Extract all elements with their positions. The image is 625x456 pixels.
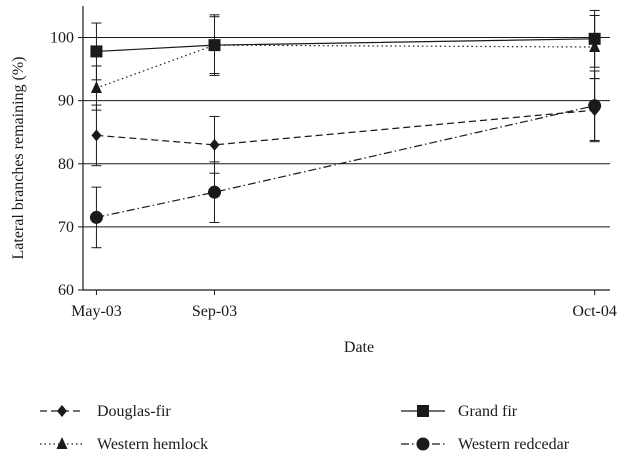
legend: Douglas-fir Grand fir Western hemlock Weste… — [40, 403, 570, 453]
y-axis-title: Lateral branches remaining (%) — [10, 56, 27, 259]
series-line — [96, 38, 595, 53]
series-line — [96, 109, 595, 146]
data-point-circle — [89, 210, 103, 224]
series-layer — [89, 9, 602, 249]
legend-item: Douglas-fir — [40, 403, 171, 420]
data-point-triangle — [589, 40, 601, 53]
legend-swatch-marker — [417, 405, 429, 417]
axis-layer: 60 70 80 90 100 May-03 Sep-03 Oct-04 — [50, 6, 617, 320]
data-point-triangle — [90, 81, 102, 94]
legend-label: Western hemlock — [97, 436, 208, 453]
legend-label: Douglas-fir — [97, 403, 171, 420]
y-tick-label: 60 — [58, 282, 74, 299]
series-western-hemlock — [90, 14, 601, 111]
series-line — [96, 105, 595, 219]
y-tick-label: 70 — [58, 219, 74, 236]
series-line — [96, 44, 595, 89]
data-point-circle — [588, 99, 602, 113]
y-tick-label: 90 — [58, 93, 74, 110]
legend-item: Grand fir — [401, 403, 518, 420]
legend-swatch-marker — [57, 405, 67, 417]
y-tick-label: 100 — [50, 30, 74, 47]
series-douglas-fir — [91, 78, 600, 174]
x-tick-label: Oct-04 — [572, 303, 616, 320]
series-grand-fir — [90, 9, 601, 81]
grid-layer — [83, 37, 610, 228]
x-axis-title: Date — [344, 339, 374, 356]
legend-swatch-marker — [416, 437, 430, 451]
legend-swatch-marker — [56, 437, 68, 449]
data-point-square — [90, 45, 103, 58]
data-point-circle — [208, 185, 222, 199]
x-tick-label: May-03 — [71, 303, 122, 320]
legend-item: Western hemlock — [40, 436, 208, 453]
legend-item: Western redcedar — [401, 436, 570, 453]
data-point-triangle — [209, 38, 221, 51]
legend-label: Grand fir — [458, 403, 518, 420]
data-point-diamond — [91, 129, 102, 142]
series-western-redcedar — [89, 70, 602, 249]
x-tick-label: Sep-03 — [192, 303, 237, 320]
y-tick-label: 80 — [58, 156, 74, 173]
data-point-diamond — [209, 138, 220, 151]
legend-label: Western redcedar — [458, 436, 570, 453]
